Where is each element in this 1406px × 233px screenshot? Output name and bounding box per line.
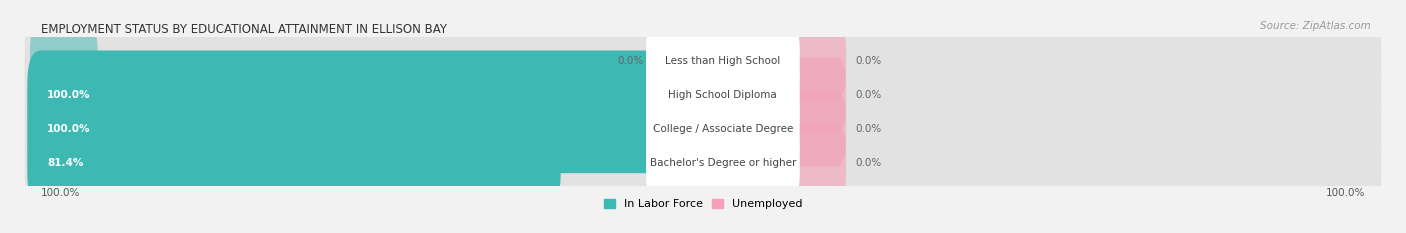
Text: 100.0%: 100.0% — [41, 188, 80, 198]
Text: Source: ZipAtlas.com: Source: ZipAtlas.com — [1260, 21, 1371, 31]
FancyBboxPatch shape — [25, 78, 1381, 180]
FancyBboxPatch shape — [25, 10, 1381, 112]
FancyBboxPatch shape — [27, 84, 676, 173]
FancyBboxPatch shape — [25, 44, 1381, 146]
Text: Less than High School: Less than High School — [665, 56, 780, 66]
FancyBboxPatch shape — [645, 56, 800, 134]
Text: 81.4%: 81.4% — [48, 158, 83, 168]
Text: 100.0%: 100.0% — [1326, 188, 1365, 198]
Text: College / Associate Degree: College / Associate Degree — [652, 124, 793, 134]
FancyBboxPatch shape — [772, 57, 846, 133]
Text: EMPLOYMENT STATUS BY EDUCATIONAL ATTAINMENT IN ELLISON BAY: EMPLOYMENT STATUS BY EDUCATIONAL ATTAINM… — [41, 23, 447, 36]
FancyBboxPatch shape — [25, 112, 1381, 214]
Text: 0.0%: 0.0% — [617, 56, 644, 66]
Text: 100.0%: 100.0% — [48, 124, 90, 134]
FancyBboxPatch shape — [772, 91, 846, 166]
Text: 100.0%: 100.0% — [48, 90, 90, 100]
FancyBboxPatch shape — [645, 22, 800, 100]
FancyBboxPatch shape — [645, 124, 800, 202]
FancyBboxPatch shape — [30, 23, 97, 99]
FancyBboxPatch shape — [27, 51, 676, 139]
FancyBboxPatch shape — [645, 90, 800, 168]
Text: 0.0%: 0.0% — [855, 56, 882, 66]
Text: Bachelor's Degree or higher: Bachelor's Degree or higher — [650, 158, 796, 168]
Text: 0.0%: 0.0% — [855, 90, 882, 100]
Text: 0.0%: 0.0% — [855, 158, 882, 168]
Legend: In Labor Force, Unemployed: In Labor Force, Unemployed — [599, 194, 807, 214]
FancyBboxPatch shape — [772, 23, 846, 99]
Text: High School Diploma: High School Diploma — [668, 90, 778, 100]
FancyBboxPatch shape — [772, 125, 846, 200]
FancyBboxPatch shape — [27, 118, 561, 207]
Text: 0.0%: 0.0% — [855, 124, 882, 134]
